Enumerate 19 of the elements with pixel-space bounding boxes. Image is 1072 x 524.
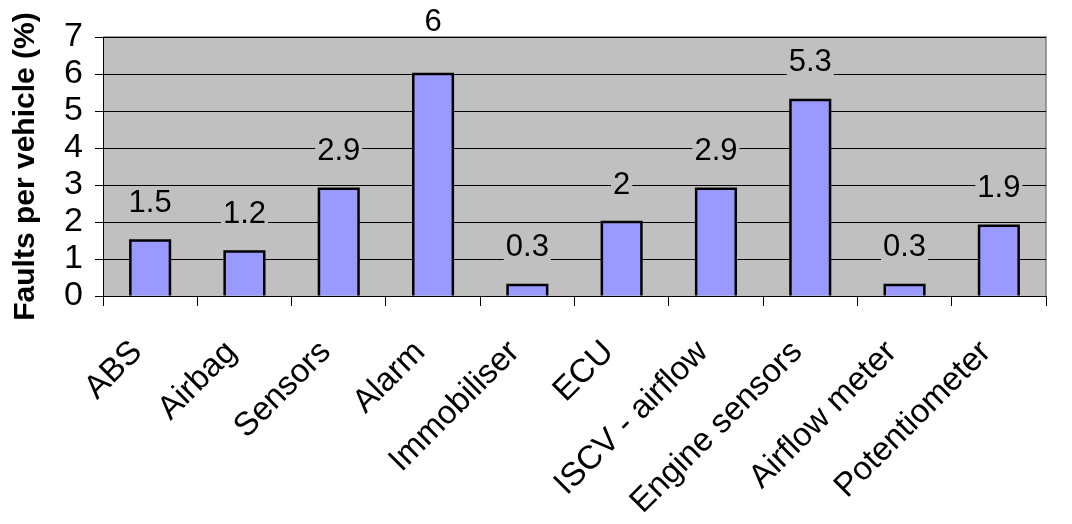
y-tick-label: 2	[64, 200, 83, 239]
y-tick-label: 6	[64, 52, 83, 91]
data-label: 1.5	[128, 184, 172, 220]
data-label: 0.3	[505, 228, 549, 264]
data-label: 2.9	[694, 132, 738, 168]
data-label: 6	[424, 2, 442, 38]
data-label: 1.9	[977, 169, 1021, 205]
data-label: 1.2	[222, 195, 266, 231]
y-axis-title: Faults per vehicle (%)	[7, 12, 41, 321]
data-label: 2	[613, 165, 631, 201]
y-tick-label: 0	[64, 274, 83, 313]
data-label: 0.3	[883, 228, 927, 264]
y-tick-label: 7	[64, 15, 83, 54]
y-tick-label: 1	[64, 237, 83, 276]
y-tick-label: 5	[64, 89, 83, 128]
y-tick-label: 3	[64, 163, 83, 202]
y-tick-label: 4	[64, 126, 83, 165]
data-label: 2.9	[317, 132, 361, 168]
data-label: 5.3	[788, 43, 832, 79]
